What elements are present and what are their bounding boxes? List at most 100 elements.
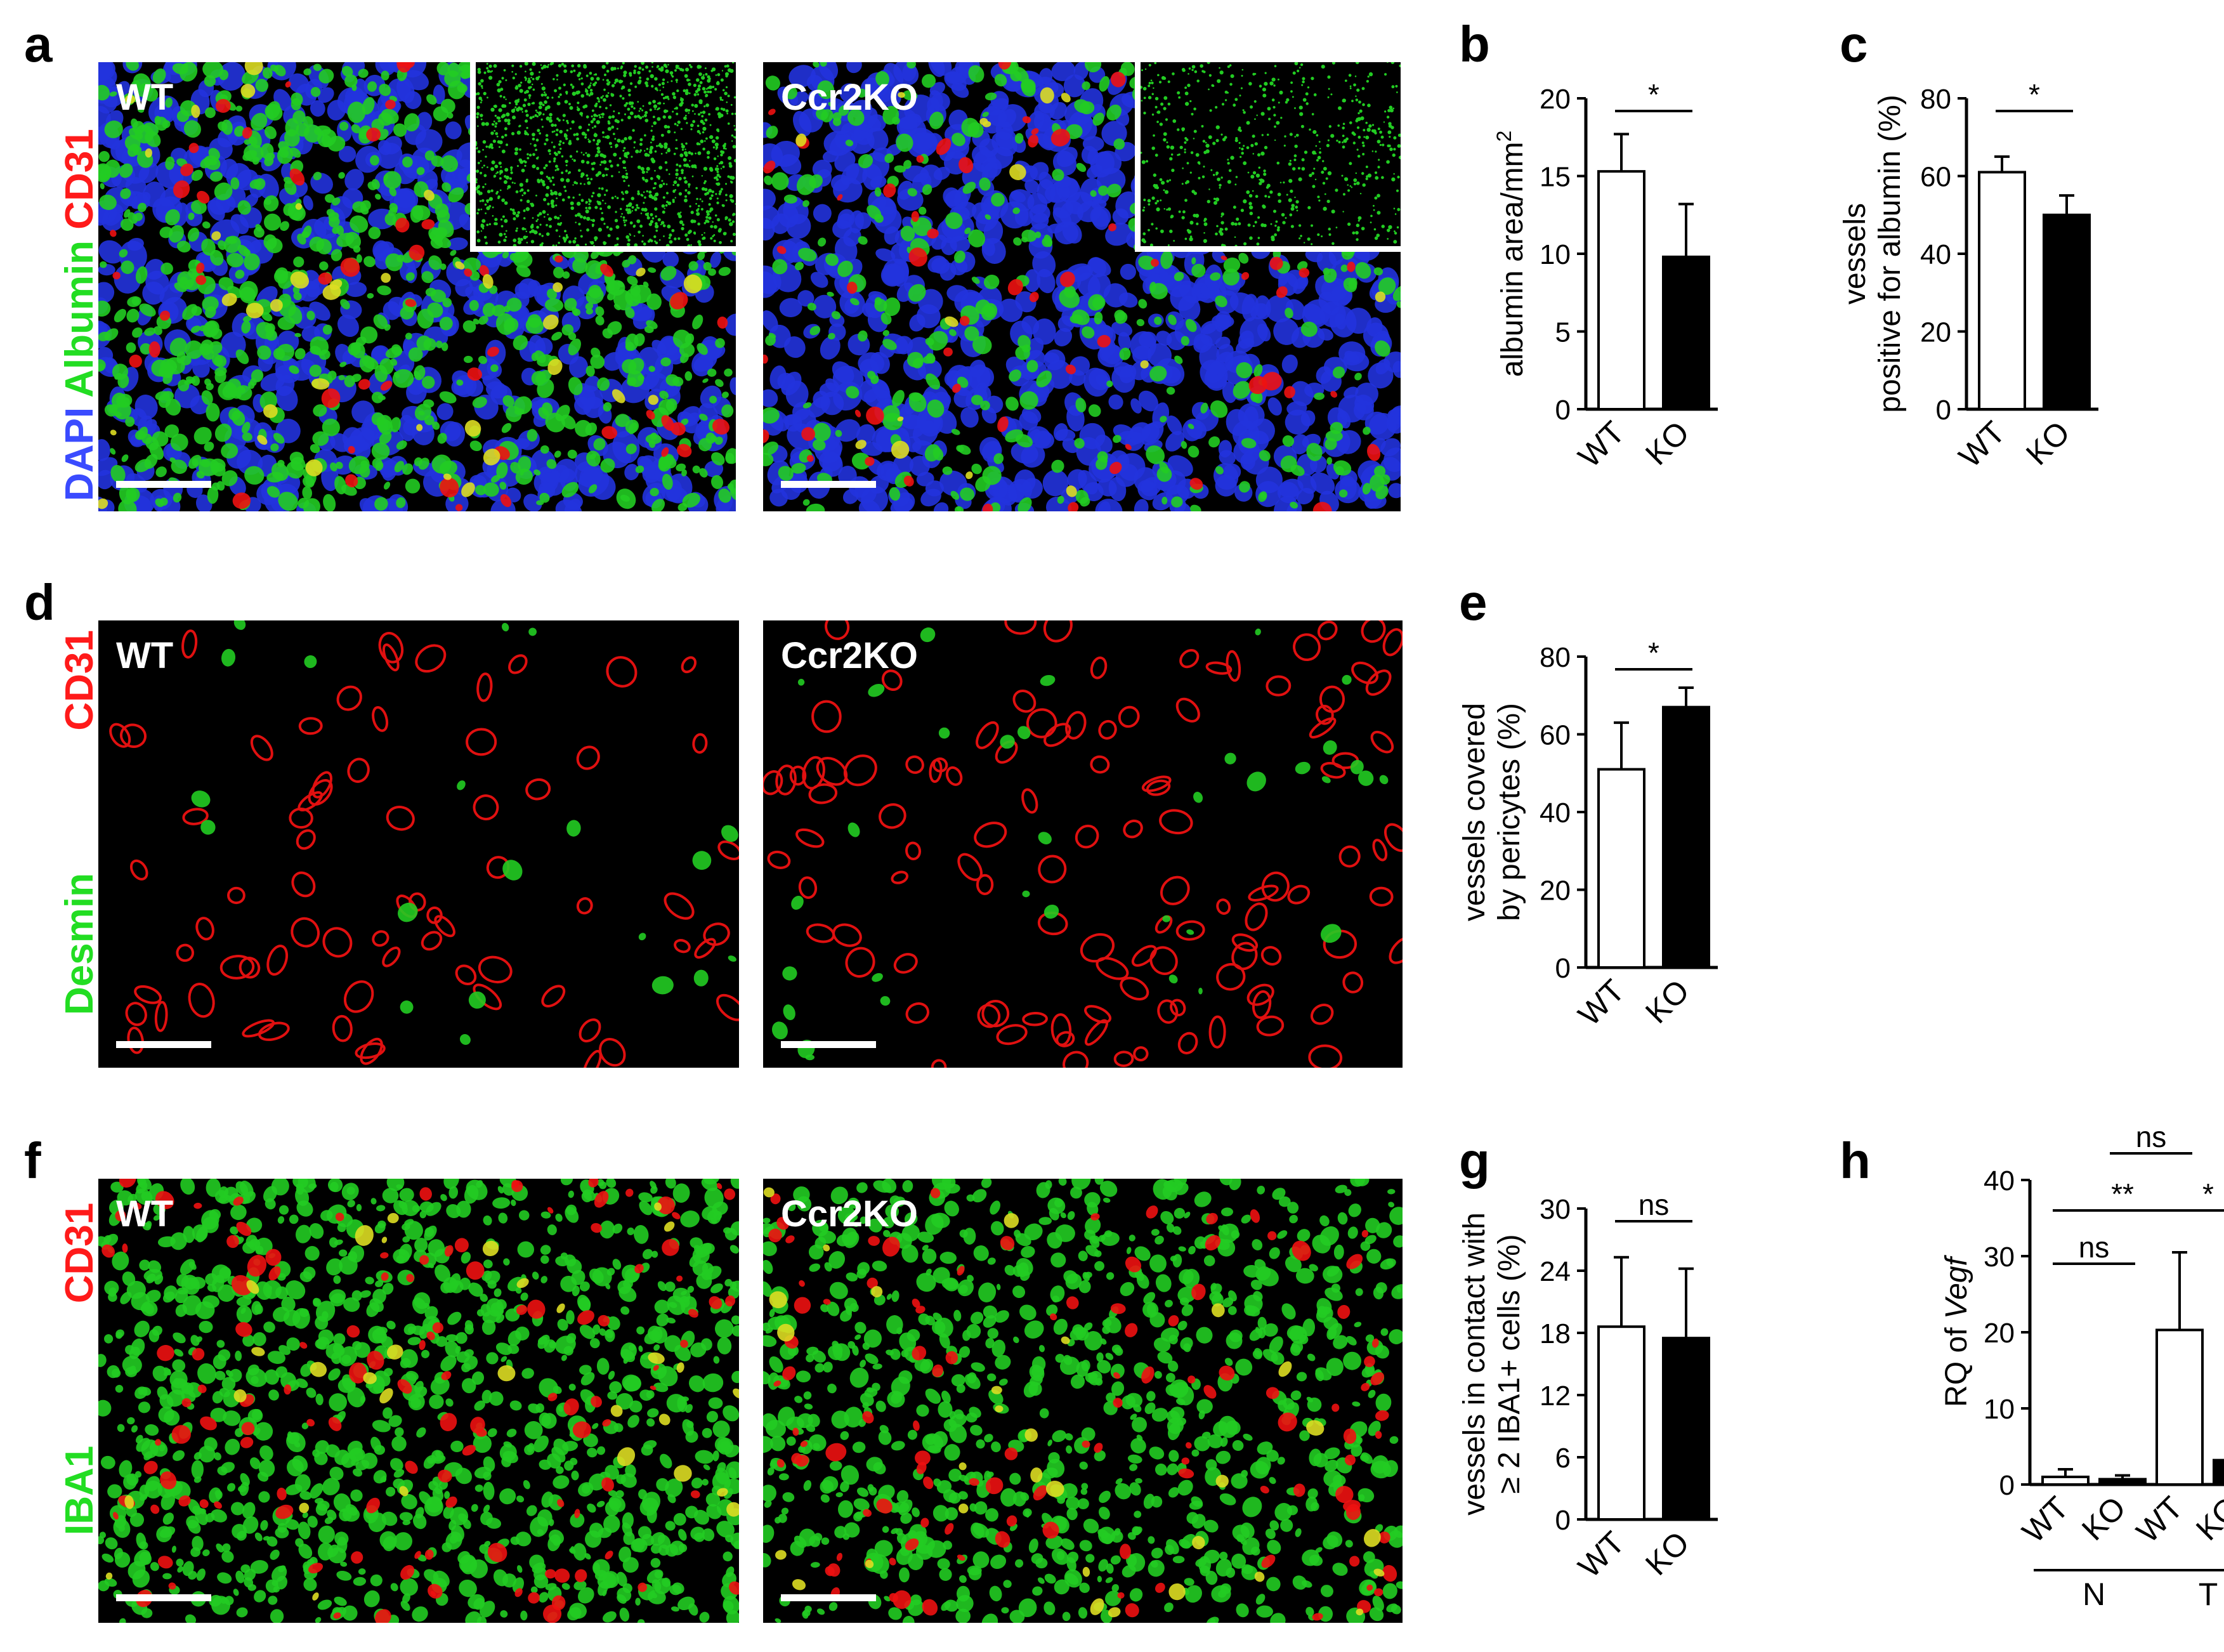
stain-cd31: CD31 [58,129,101,230]
x-tick-label: WT [1571,1524,1632,1585]
x-tick-label: KO [1639,973,1696,1030]
significance-label: ns [2079,1231,2110,1264]
y-tick-label: 40 [1920,239,1951,270]
chart-e: 0 20 40 60 80 WT KO * vessels covered by pericyte… [1458,628,1718,1066]
y-tick-label: 30 [1540,1194,1571,1225]
micrograph-title: WT [116,77,174,118]
significance-label: * [1648,636,1659,669]
bar [1597,768,1645,969]
stain-label-d: Desmin CD31 [57,630,102,1015]
micrograph-title: WT [116,635,174,676]
y-axis-label: positive for albumin (%) [1873,95,1907,413]
bar [1662,1337,1710,1521]
x-tick-label: KO [2189,1490,2224,1547]
x-tick-label: WT [2129,1490,2190,1550]
x-tick-label: WT [1571,414,1632,475]
y-tick-label: 0 [1999,1470,2015,1501]
bar [1662,255,1710,410]
y-tick-label: 10 [1540,239,1571,270]
micrograph-title: Ccr2KO [781,635,918,676]
y-tick-label: 12 [1540,1380,1571,1412]
scale-bar [116,1041,211,1048]
group-label: T [2199,1577,2218,1612]
y-axis-label: ≥ 2 IBA1+ cells (%) [1493,1234,1526,1493]
y-axis-label: RQ of Vegf [1940,1255,1973,1407]
x-tick-label: WT [2015,1490,2076,1550]
y-axis-label: vessels [1838,203,1872,305]
scale-bar [116,1594,211,1601]
y-tick-label: 10 [1984,1394,2015,1425]
chart-c: 0 20 40 60 80 WT KO * vessels positive for albumi… [1838,70,2098,508]
y-tick-label: 24 [1540,1256,1571,1287]
micrograph-a-wt-inset [470,62,736,252]
y-tick-label: 20 [1540,875,1571,907]
x-tick-label: KO [2075,1490,2133,1547]
y-tick-label: 60 [1540,720,1571,751]
panel-label-f: f [24,1132,41,1189]
y-tick-label: 5 [1555,317,1571,348]
micrograph-title: WT [116,1193,174,1235]
y-tick-label: 30 [1984,1242,2015,1273]
stain-albumin: Albumin [58,240,101,398]
micrograph-a-wt: WT [98,62,736,511]
y-tick-label: 20 [1984,1318,2015,1349]
group-label: N [2083,1577,2105,1612]
micrograph-f-wt: WT [98,1179,739,1623]
bar [2155,1328,2204,1486]
significance-label: ns [2136,1120,2167,1153]
micrograph-d-wt: WT [98,620,739,1068]
significance-label: ** [2111,1177,2134,1210]
chart-h: 0 10 20 30 40 WT KO WT KO ns ** * ns N T RQ of Vegf [1935,1120,2224,1643]
bar [1597,170,1645,410]
x-tick-label: KO [1639,1524,1696,1582]
bar [2041,1476,2090,1486]
y-tick-label: 20 [1540,84,1571,115]
y-tick-label: 20 [1920,317,1951,348]
x-tick-label: WT [1571,973,1632,1033]
significance-label: * [1648,78,1659,111]
y-tick-label: 18 [1540,1318,1571,1349]
significance-label: * [2029,78,2040,111]
scale-bar [781,481,876,488]
panel-label-b: b [1459,16,1490,72]
scale-bar [781,1594,876,1601]
scale-bar [116,481,211,488]
y-tick-label: 6 [1555,1443,1571,1474]
y-tick-label: 0 [1936,395,1951,426]
y-axis-label: vessels in contact with [1458,1212,1491,1516]
stain-dapi: DAPI [58,407,101,501]
x-tick-label: KO [1639,414,1696,472]
y-axis-label: vessels covered [1458,703,1491,921]
panel-label-g: g [1459,1132,1490,1189]
bar [2213,1459,2224,1486]
y-tick-label: 80 [1920,84,1951,115]
y-axis-label: by pericytes (%) [1493,703,1526,921]
y-tick-label: 0 [1555,953,1571,984]
micrograph-a-ko-inset [1135,62,1401,252]
stain-iba1: IBA1 [58,1445,101,1535]
stain-cd31: CD31 [58,1202,101,1304]
y-tick-label: 40 [1984,1165,2015,1196]
stain-label-a: DAPI Albumin CD31 [57,129,102,501]
bar [2043,213,2091,410]
y-tick-label: 40 [1540,797,1571,829]
panel-label-h: h [1840,1132,1871,1189]
stain-cd31: CD31 [58,630,101,731]
significance-label: * [2202,1177,2214,1210]
y-tick-label: 60 [1920,162,1951,193]
chart-b: 0 5 10 15 20 WT KO * albumin area/mm2 [1493,70,1718,508]
chart-g: 0 6 12 18 24 30 WT KO ns vessels in contact with ≥… [1458,1180,1718,1618]
x-tick-label: WT [1952,414,2012,475]
y-tick-label: 15 [1540,162,1571,193]
bar [1597,1325,1645,1521]
panel-label-c: c [1840,16,1868,72]
y-tick-label: 80 [1540,642,1571,673]
micrograph-title: Ccr2KO [781,77,918,118]
panel-label-d: d [24,574,55,631]
micrograph-f-ko: Ccr2KO [763,1179,1403,1623]
stain-label-f: IBA1 CD31 [57,1203,102,1535]
micrograph-d-ko: Ccr2KO [763,620,1403,1068]
panel-label-e: e [1459,574,1488,631]
micrograph-a-ko: Ccr2KO [763,62,1401,511]
significance-label: ns [1639,1188,1670,1221]
